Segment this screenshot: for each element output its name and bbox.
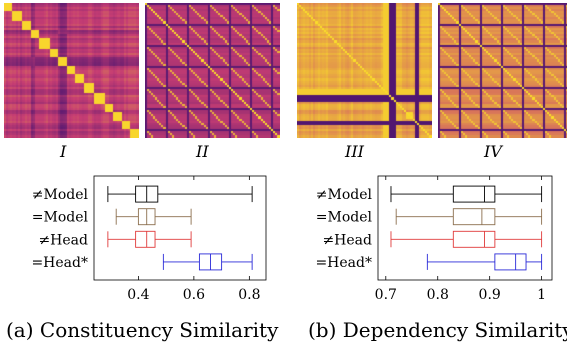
tick-label: 0.9: [479, 287, 501, 303]
heatmap-constituency-i: [4, 3, 139, 138]
heatmap-constituency-ii: [145, 3, 280, 138]
box-1: [107, 185, 253, 203]
category-label: =Model: [316, 210, 373, 226]
box-3: [107, 230, 192, 248]
heatmap-dependency-iii: [297, 3, 432, 138]
box-iqr: [452, 208, 496, 226]
box-iqr: [494, 253, 527, 271]
boxplot-dependency: ≠Model =Model ≠Head =Head*0.7 0.8 0.9 1: [315, 175, 553, 303]
category-label: =Model: [32, 210, 89, 226]
plot-frame: [377, 175, 553, 281]
category-label: ≠Model: [32, 187, 89, 203]
box-4: [162, 253, 253, 271]
tick-label: 0.8: [238, 287, 260, 303]
box-1: [390, 185, 543, 203]
tick-label: 0.8: [427, 287, 449, 303]
box-4: [426, 253, 543, 271]
category-label: =Head*: [31, 255, 88, 271]
tick-label: 0.4: [127, 287, 149, 303]
box-iqr: [135, 230, 156, 248]
heatmap-dependency-iv: [438, 3, 567, 138]
category-label: ≠Head: [38, 232, 88, 248]
category-label: ≠Head: [322, 232, 372, 248]
box-iqr: [452, 185, 496, 203]
category-label: ≠Model: [316, 187, 373, 203]
box-2: [115, 208, 192, 226]
heatmap-label-ii: II: [196, 142, 209, 161]
boxplot-constituency: ≠Model =Model ≠Head =Head* 0.4 0.6 0.8: [31, 175, 267, 303]
heatmap-label-i: I: [60, 142, 67, 161]
tick-label: 0.7: [375, 287, 397, 303]
caption-dependency: (b) Dependency Similarity: [308, 318, 567, 342]
box-3: [390, 230, 543, 248]
heatmap-label-iv: IV: [484, 142, 502, 161]
tick-label: 1: [537, 287, 546, 303]
caption-constituency: (a) Constituency Similarity: [6, 318, 279, 342]
heatmap-label-iii: III: [345, 142, 364, 161]
plot-frame: [93, 175, 267, 281]
category-label: =Head*: [315, 255, 372, 271]
box-2: [395, 208, 543, 226]
box-iqr: [452, 230, 496, 248]
tick-label: 0.6: [183, 287, 205, 303]
